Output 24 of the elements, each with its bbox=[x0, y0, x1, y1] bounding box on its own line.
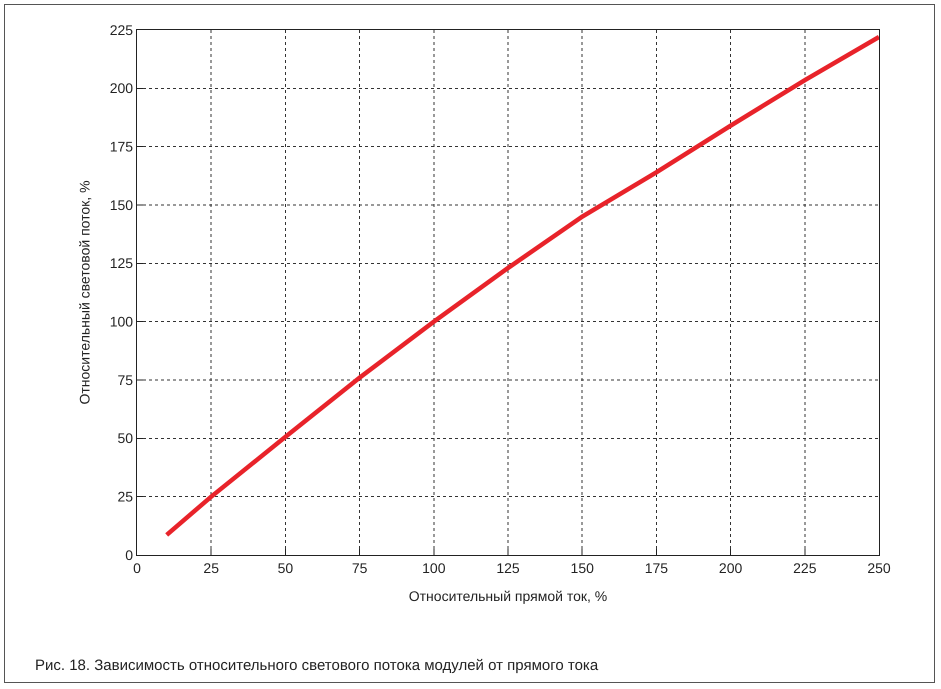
y-tick-label: 225 bbox=[110, 22, 134, 38]
y-tick-label: 125 bbox=[110, 255, 134, 272]
x-axis-title: Относительный прямой ток, % bbox=[408, 588, 608, 604]
y-tick-label: 75 bbox=[118, 372, 134, 388]
y-tick-label: 50 bbox=[118, 430, 134, 446]
x-tick-label: 100 bbox=[422, 560, 446, 576]
x-tick-label: 200 bbox=[718, 560, 742, 576]
x-tick-label: 175 bbox=[644, 560, 668, 576]
x-tick-label: 75 bbox=[352, 560, 368, 576]
y-tick-label: 175 bbox=[110, 138, 134, 155]
y-tick-label: 200 bbox=[110, 80, 134, 96]
x-tick-label: 150 bbox=[570, 560, 594, 576]
x-tick-label: 25 bbox=[203, 560, 220, 576]
y-tick-label: 25 bbox=[118, 488, 134, 505]
x-tick-label: 250 bbox=[867, 560, 891, 576]
x-tick-label: 225 bbox=[793, 560, 817, 576]
line-series bbox=[164, 34, 879, 538]
y-tick-label: 150 bbox=[110, 196, 134, 213]
x-tick-label: 125 bbox=[496, 560, 520, 576]
text: Рис. 18. Зависимость относительного светового потока модулей от прямого тока bbox=[35, 657, 599, 674]
y-axis-title: Относительный световой поток, % bbox=[76, 180, 92, 405]
x-tick-label: 50 bbox=[278, 560, 294, 576]
y-tick-label: 100 bbox=[110, 314, 134, 330]
y-tick-label: 0 bbox=[125, 546, 134, 563]
